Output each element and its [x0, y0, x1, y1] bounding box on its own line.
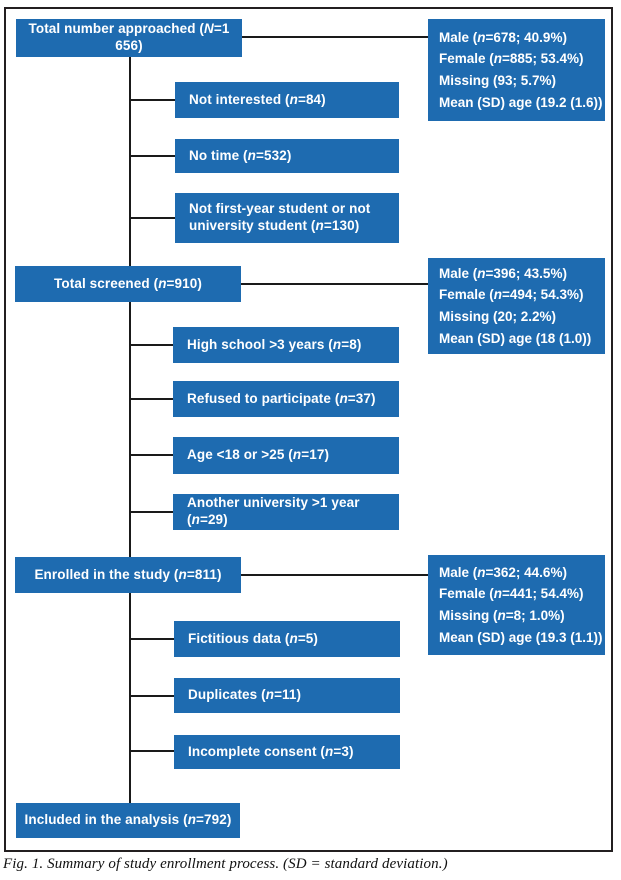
connector-branch-duplicates	[129, 695, 175, 697]
connector-branch-not-interested	[129, 99, 175, 101]
flow-box-total-approached: Total number approached (N=1 656)	[16, 19, 242, 57]
exclusion-box-label: Another university >1 year (n=29)	[187, 495, 360, 527]
exclusion-box-high-school: High school >3 years (n=8)	[173, 327, 399, 363]
info-line-male: Male (n=678; 40.9%)	[439, 29, 567, 45]
connector-branch-age-range	[129, 454, 174, 456]
exclusion-box-fictitious-data: Fictitious data (n=5)	[174, 621, 400, 657]
info-line-missing: Missing (93; 5.7%)	[439, 73, 557, 88]
connector-branch-high-school	[129, 344, 174, 346]
exclusion-box-refused: Refused to participate (n=37)	[173, 381, 399, 417]
flow-box-label: Total screened (n=910)	[54, 275, 202, 291]
connector-branch-incomplete-consent	[129, 750, 175, 752]
info-line-female: Female (n=494; 54.3%)	[439, 287, 584, 303]
info-box-approached-demographics: Male (n=678; 40.9%) Female (n=885; 53.4%…	[428, 19, 605, 121]
info-line-female: Female (n=885; 53.4%)	[439, 51, 584, 67]
connector-trunk-1	[129, 57, 131, 266]
info-line-missing: Missing (20; 2.2%)	[439, 309, 557, 324]
exclusion-box-no-time: No time (n=532)	[175, 139, 399, 173]
connector-trunk-2	[129, 302, 131, 557]
info-line-male: Male (n=396; 43.5%)	[439, 265, 567, 281]
connector-info-approached	[242, 36, 428, 38]
exclusion-box-label: No time (n=532)	[189, 147, 292, 163]
connector-branch-refused	[129, 398, 174, 400]
exclusion-box-age-range: Age <18 or >25 (n=17)	[173, 437, 399, 474]
figure-caption: Fig. 1. Summary of study enrollment proc…	[3, 856, 448, 872]
exclusion-box-label: Fictitious data (n=5)	[188, 630, 319, 646]
info-line-male: Male (n=362; 44.6%)	[439, 564, 567, 580]
info-line-mean-age: Mean (SD) age (19.3 (1.1))	[439, 629, 603, 645]
info-box-screened-demographics: Male (n=396; 43.5%) Female (n=494; 54.3%…	[428, 258, 605, 354]
connector-branch-another-university	[129, 511, 174, 513]
flow-box-label: Total number approached (N=1 656)	[28, 21, 230, 53]
exclusion-box-incomplete-consent: Incomplete consent (n=3)	[174, 735, 400, 769]
flow-box-total-screened: Total screened (n=910)	[15, 266, 241, 302]
exclusion-box-label: High school >3 years (n=8)	[187, 336, 362, 352]
info-box-enrolled-demographics: Male (n=362; 44.6%) Female (n=441; 54.4%…	[428, 555, 605, 655]
info-line-mean-age: Mean (SD) age (19.2 (1.6))	[439, 94, 603, 110]
exclusion-box-duplicates: Duplicates (n=11)	[174, 678, 400, 713]
connector-branch-not-first-year	[129, 217, 175, 219]
exclusion-box-label: Incomplete consent (n=3)	[188, 743, 354, 759]
exclusion-box-label: Not first-year student or not university…	[189, 201, 371, 233]
connector-info-screened	[241, 283, 428, 285]
figure-border	[4, 7, 613, 852]
connector-info-enrolled	[241, 574, 428, 576]
connector-trunk-3	[129, 593, 131, 803]
exclusion-box-label: Duplicates (n=11)	[188, 687, 302, 703]
flow-box-enrolled: Enrolled in the study (n=811)	[15, 557, 241, 593]
info-line-mean-age: Mean (SD) age (18 (1.0))	[439, 330, 592, 346]
flow-box-label: Included in the analysis (n=792)	[24, 812, 232, 828]
info-line-female: Female (n=441; 54.4%)	[439, 586, 584, 602]
flow-box-included: Included in the analysis (n=792)	[16, 803, 240, 838]
exclusion-box-label: Refused to participate (n=37)	[187, 390, 376, 406]
info-line-missing: Missing (n=8; 1.0%)	[439, 608, 565, 623]
exclusion-box-another-university: Another university >1 year (n=29)	[173, 494, 399, 530]
flow-box-label: Enrolled in the study (n=811)	[34, 566, 222, 582]
connector-branch-fictitious-data	[129, 638, 175, 640]
exclusion-box-not-first-year: Not first-year student or not university…	[175, 193, 399, 243]
exclusion-box-not-interested: Not interested (n=84)	[175, 82, 399, 118]
exclusion-box-label: Not interested (n=84)	[189, 91, 326, 107]
exclusion-box-label: Age <18 or >25 (n=17)	[187, 447, 330, 463]
connector-branch-no-time	[129, 155, 175, 157]
